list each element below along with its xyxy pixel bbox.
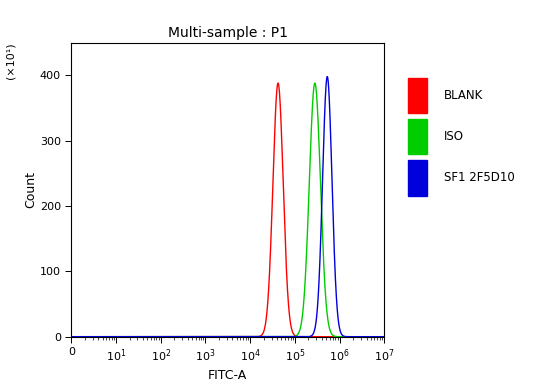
- BLANK: [253, 334, 260, 339]
- BLANK: [274, 81, 281, 86]
- Title: Multi-sample : P1: Multi-sample : P1: [168, 26, 288, 40]
- SF1 2F5D10: [317, 254, 323, 259]
- ISO: [68, 334, 75, 339]
- SF1 2F5D10: [267, 334, 273, 339]
- ISO: [253, 334, 260, 339]
- Text: (×10¹): (×10¹): [5, 43, 15, 79]
- BLANK: [84, 334, 91, 339]
- Line: SF1 2F5D10: SF1 2F5D10: [71, 77, 384, 337]
- Bar: [408, 160, 427, 195]
- BLANK: [267, 256, 273, 260]
- ISO: [312, 81, 318, 86]
- Y-axis label: Count: Count: [24, 171, 37, 208]
- ISO: [181, 334, 188, 339]
- SF1 2F5D10: [300, 334, 307, 339]
- ISO: [84, 334, 91, 339]
- Text: BLANK: BLANK: [444, 89, 483, 102]
- SF1 2F5D10: [381, 334, 388, 339]
- BLANK: [68, 334, 75, 339]
- Line: ISO: ISO: [71, 83, 384, 337]
- X-axis label: FITC-A: FITC-A: [208, 369, 248, 382]
- ISO: [381, 334, 388, 339]
- Bar: [408, 78, 427, 113]
- SF1 2F5D10: [253, 334, 260, 339]
- Text: SF1 2F5D10: SF1 2F5D10: [444, 171, 514, 184]
- ISO: [317, 170, 323, 175]
- Text: ISO: ISO: [444, 130, 463, 143]
- BLANK: [381, 334, 388, 339]
- BLANK: [300, 334, 307, 339]
- BLANK: [317, 334, 323, 339]
- Bar: [408, 119, 427, 154]
- SF1 2F5D10: [324, 74, 330, 79]
- ISO: [267, 334, 273, 339]
- Line: BLANK: BLANK: [71, 83, 384, 337]
- SF1 2F5D10: [84, 334, 91, 339]
- SF1 2F5D10: [181, 334, 188, 339]
- ISO: [300, 304, 307, 309]
- SF1 2F5D10: [68, 334, 75, 339]
- BLANK: [181, 334, 188, 339]
